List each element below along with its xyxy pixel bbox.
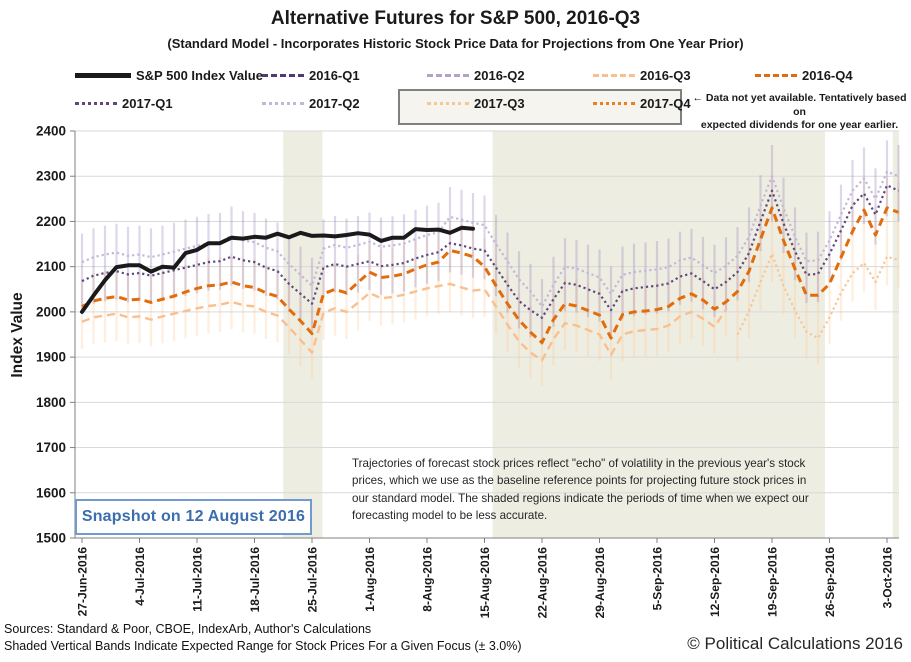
legend-item-2016-q2: 2016-Q2 [427, 68, 525, 83]
y-tick-label: 2300 [36, 169, 66, 184]
series-s-p-500-index-value [80, 225, 475, 314]
shaded-region [492, 131, 825, 538]
legend-swatch [593, 102, 635, 105]
legend-item-label: 2017-Q2 [309, 96, 360, 111]
x-tick-label: 1-Aug-2016 [363, 547, 377, 612]
series-2017-q1 [81, 184, 899, 319]
x-tick-label: 18-Jul-2016 [248, 547, 262, 613]
series-2017-q2 [81, 170, 899, 308]
shaded-region [892, 131, 899, 538]
y-tick-label: 1600 [36, 485, 66, 500]
legend-item-label: 2016-Q2 [474, 68, 525, 83]
legend-swatch [427, 74, 469, 77]
y-tick-label: 2200 [36, 214, 66, 229]
legend-item-2017-q3: 2017-Q3 [427, 96, 525, 111]
chart-subtitle: (Standard Model - Incorporates Historic … [167, 36, 744, 51]
shaded-region [283, 131, 323, 538]
chart-title: Alternative Futures for S&P 500, 2016-Q3 [270, 8, 641, 29]
legend: ← Data not yet available. Tentatively ba… [75, 64, 906, 131]
x-tick-label: 4-Jul-2016 [133, 547, 147, 606]
x-tick-label: 27-Jun-2016 [76, 547, 90, 617]
legend-swatch [427, 102, 469, 105]
x-tick-label: 25-Jul-2016 [306, 547, 320, 613]
legend-swatch [593, 74, 635, 77]
y-tick-label: 1800 [36, 395, 66, 410]
series-2016-q3 [81, 282, 727, 362]
legend-item-label: S&P 500 Index Value [136, 68, 263, 83]
x-tick-label: 29-Aug-2016 [593, 547, 607, 619]
x-tick-label: 8-Aug-2016 [421, 547, 435, 612]
legend-swatch [75, 73, 131, 78]
series-2016-q4 [81, 206, 900, 345]
x-tick-label: 5-Sep-2016 [651, 547, 665, 611]
legend-item-2017-q4: 2017-Q4 [593, 96, 691, 111]
y-tick-label: 1900 [36, 350, 66, 365]
legend-item-label: 2016-Q3 [640, 68, 691, 83]
data-note: ← Data not yet available. Tentatively ba… [687, 92, 911, 133]
y-axis-title: Index Value [9, 292, 26, 378]
tentative-data-box [398, 89, 682, 125]
x-tick-label: 15-Aug-2016 [478, 547, 492, 619]
legend-swatch [755, 74, 797, 77]
y-tick-label: 2000 [36, 304, 66, 319]
legend-item-2016-q3: 2016-Q3 [593, 68, 691, 83]
y-tick-label: 1500 [36, 531, 66, 546]
x-tick-label: 19-Sep-2016 [766, 547, 780, 617]
legend-item-s-p-500-index-value: S&P 500 Index Value [75, 68, 263, 83]
snapshot-badge: Snapshot on 12 August 2016 [75, 499, 312, 535]
chart-annotation: Trajectories of forecast stock prices re… [352, 457, 809, 523]
legend-item-2017-q1: 2017-Q1 [75, 96, 173, 111]
copyright: © Political Calculations 2016 [687, 634, 903, 653]
legend-swatch [262, 102, 304, 105]
legend-item-2016-q4: 2016-Q4 [755, 68, 853, 83]
x-tick-label: 3-Oct-2016 [881, 547, 895, 609]
legend-item-label: 2017-Q4 [640, 96, 691, 111]
legend-item-label: 2016-Q1 [309, 68, 360, 83]
legend-item-2016-q1: 2016-Q1 [262, 68, 360, 83]
x-tick-label: 12-Sep-2016 [708, 547, 722, 617]
x-tick-label: 22-Aug-2016 [536, 547, 550, 619]
legend-item-label: 2017-Q3 [474, 96, 525, 111]
x-tick-label: 26-Sep-2016 [823, 547, 837, 617]
legend-item-label: 2017-Q1 [122, 96, 173, 111]
y-tick-label: 2400 [36, 124, 66, 139]
x-tick-label: 11-Jul-2016 [191, 547, 205, 612]
y-tick-label: 2100 [36, 259, 66, 274]
data-note-line1: ← Data not yet available. Tentatively ba… [692, 92, 907, 118]
data-note-line2: expected dividends for one year earlier. [700, 119, 899, 132]
sources-note: Sources: Standard & Poor, CBOE, IndexArb… [4, 622, 372, 636]
legend-item-2017-q2: 2017-Q2 [262, 96, 360, 111]
legend-swatch [262, 74, 304, 77]
legend-swatch [75, 102, 117, 105]
y-tick-label: 1700 [36, 440, 66, 455]
legend-item-label: 2016-Q4 [802, 68, 853, 83]
bands-note: Shaded Vertical Bands Indicate Expected … [4, 639, 522, 653]
